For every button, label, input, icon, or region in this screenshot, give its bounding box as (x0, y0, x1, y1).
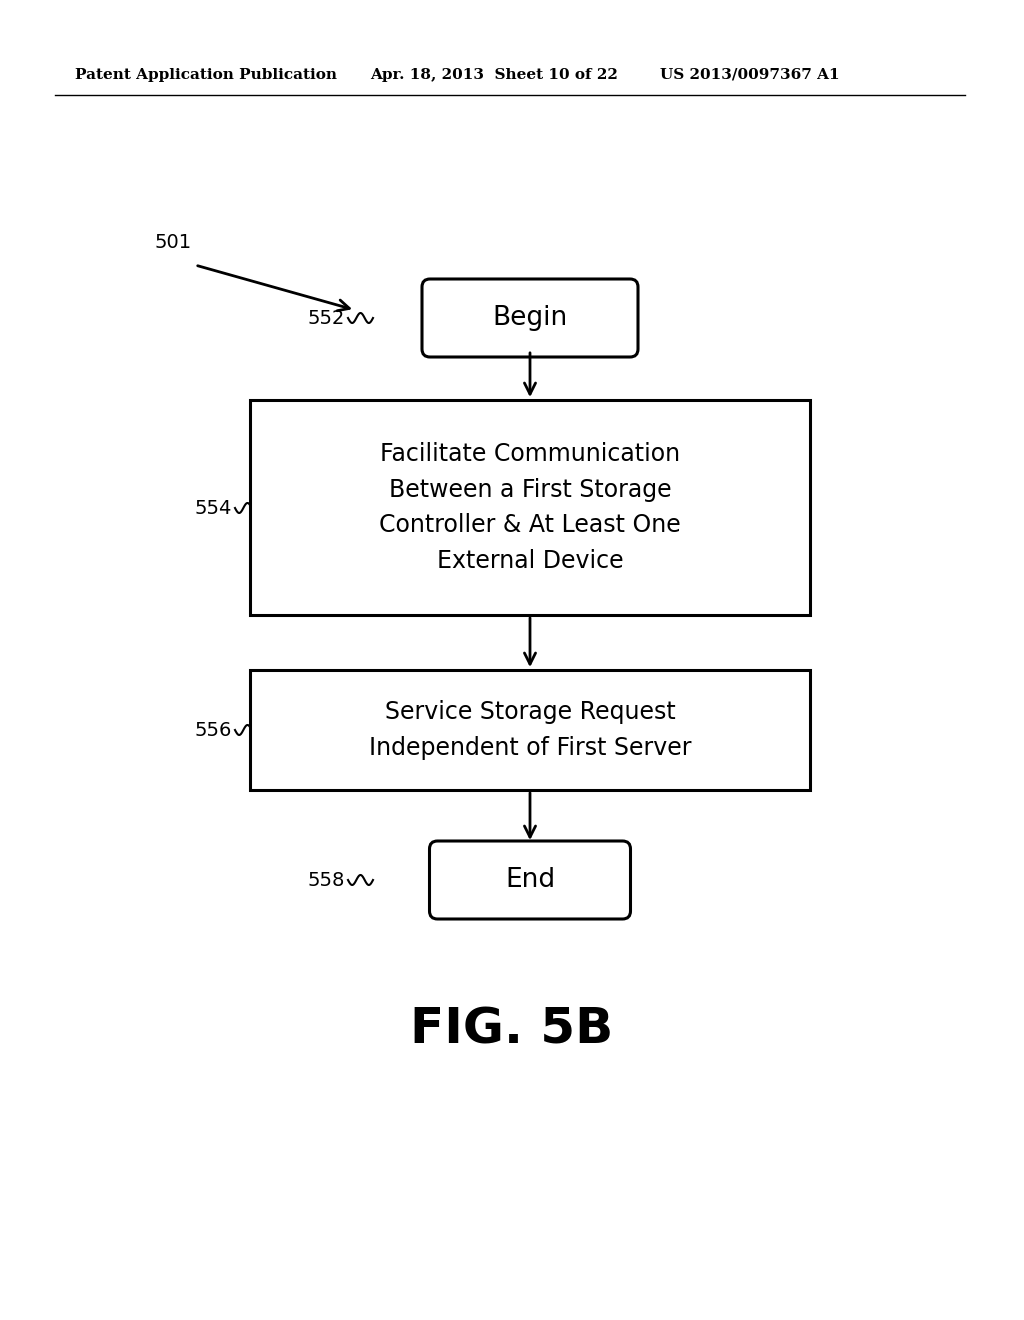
Text: Patent Application Publication: Patent Application Publication (75, 69, 337, 82)
Text: 501: 501 (155, 232, 193, 252)
Text: 554: 554 (195, 499, 232, 517)
FancyBboxPatch shape (429, 841, 631, 919)
Text: 552: 552 (307, 309, 345, 327)
Bar (250, 400, 810, 615)
Text: Begin: Begin (493, 305, 567, 331)
Text: FIG. 5B: FIG. 5B (411, 1006, 613, 1053)
Text: Service Storage Request
Independent of First Server: Service Storage Request Independent of F… (369, 701, 691, 760)
Text: Apr. 18, 2013  Sheet 10 of 22: Apr. 18, 2013 Sheet 10 of 22 (370, 69, 617, 82)
Text: US 2013/0097367 A1: US 2013/0097367 A1 (660, 69, 840, 82)
Text: Facilitate Communication
Between a First Storage
Controller & At Least One
Exter: Facilitate Communication Between a First… (379, 442, 681, 573)
Bar (250, 671, 810, 789)
Text: 556: 556 (195, 721, 232, 739)
Text: 558: 558 (307, 870, 345, 890)
Text: End: End (505, 867, 555, 894)
FancyBboxPatch shape (422, 279, 638, 356)
